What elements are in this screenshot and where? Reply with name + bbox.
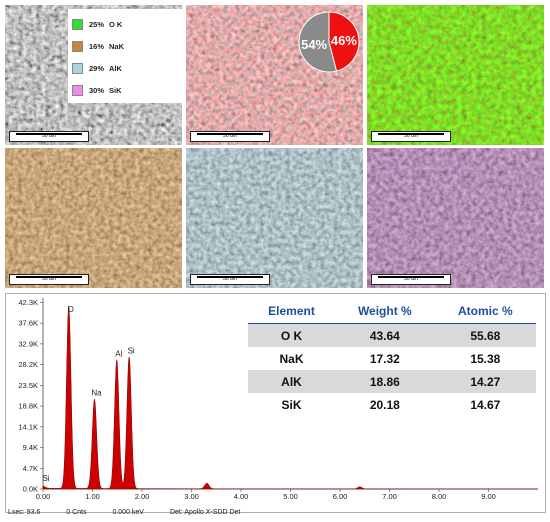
pie-slice-label: 54% bbox=[301, 37, 327, 52]
legend-element: SiK bbox=[109, 85, 122, 95]
aluminum-map-tile: 50 um bbox=[186, 148, 363, 288]
y-tick-label: 18.8K bbox=[18, 402, 38, 411]
table-header-row: Element Weight % Atomic % bbox=[248, 299, 536, 324]
cell-element: O K bbox=[248, 323, 335, 347]
scale-bar: 50 um bbox=[371, 131, 451, 142]
cell-atomic: 14.67 bbox=[470, 397, 501, 412]
table-row: AlK 18.86 14.27 bbox=[248, 370, 536, 393]
counts-readout: 0 Cnts bbox=[66, 509, 87, 516]
y-tick-label: 23.5K bbox=[18, 381, 38, 390]
aluminum-texture bbox=[186, 148, 363, 288]
legend-element: AlK bbox=[109, 63, 122, 73]
peak-label: Si bbox=[128, 346, 135, 355]
legend-item: 30% SiK bbox=[72, 79, 182, 101]
column-header-atomic: Atomic % bbox=[434, 299, 536, 324]
legend-element: O K bbox=[109, 19, 123, 29]
table-row: NaK 17.32 15.38 bbox=[248, 347, 536, 370]
kev-readout: 0.000 keV bbox=[112, 509, 144, 516]
spectrum-area bbox=[42, 305, 539, 490]
pie-slice bbox=[298, 11, 338, 73]
peak-label: Al bbox=[115, 349, 122, 358]
cell-element: AlK bbox=[248, 370, 335, 393]
legend-swatch bbox=[72, 40, 83, 52]
pie-slice bbox=[328, 11, 360, 72]
scale-bar: 50 um bbox=[371, 274, 451, 285]
legend-item: 16% NaK bbox=[72, 35, 182, 57]
cell-atomic: 55.68 bbox=[434, 323, 536, 347]
scale-bar: 50 um bbox=[9, 131, 89, 142]
lsec-readout: Lsec: 93.6 bbox=[8, 509, 41, 516]
x-tick-label: 1.00 bbox=[85, 492, 100, 501]
x-tick-label: 9.00 bbox=[481, 492, 496, 501]
oxygen-texture bbox=[367, 5, 544, 145]
electron-image-tile: 25% O K 16% NaK 29% AlK 30% SiK 50 um bbox=[5, 5, 182, 145]
y-tick-label: 0.0K bbox=[23, 485, 38, 494]
status-footer: Lsec: 93.6 0 Cnts 0.000 keV Det: Apollo … bbox=[8, 509, 264, 516]
column-header-element: Element bbox=[248, 299, 335, 324]
peak-label: O bbox=[68, 305, 74, 314]
cell-atomic: 15.38 bbox=[470, 351, 501, 366]
table-row: O K 43.64 55.68 bbox=[248, 323, 536, 347]
y-tick-label: 14.1K bbox=[18, 422, 38, 431]
oxygen-map-tile: 50 um bbox=[367, 5, 544, 145]
scale-bar: 50 um bbox=[190, 131, 270, 142]
cell-weight: 18.86 bbox=[335, 370, 435, 393]
legend-swatch bbox=[72, 18, 83, 30]
x-tick-label: 4.00 bbox=[234, 492, 249, 501]
x-tick-label: 7.00 bbox=[382, 492, 397, 501]
x-tick-label: 2.00 bbox=[135, 492, 150, 501]
element-legend: 25% O K 16% NaK 29% AlK 30% SiK bbox=[68, 9, 182, 103]
legend-element: NaK bbox=[109, 41, 125, 51]
legend-item: 25% O K bbox=[72, 13, 182, 35]
y-tick-label: 4.7K bbox=[23, 464, 38, 473]
legend-percent: 30% bbox=[89, 85, 105, 95]
cell-element: NaK bbox=[279, 351, 304, 366]
x-tick-label: 5.00 bbox=[283, 492, 298, 501]
legend-swatch bbox=[72, 84, 83, 96]
composition-table: Element Weight % Atomic % O K 43.64 55.6… bbox=[248, 299, 536, 416]
y-tick-label: 28.2K bbox=[18, 360, 38, 369]
scale-bar: 50 um bbox=[9, 274, 89, 285]
y-tick-label: 9.4K bbox=[23, 443, 38, 452]
legend-swatch bbox=[72, 62, 83, 74]
column-header-weight: Weight % bbox=[335, 299, 435, 324]
legend-percent: 16% bbox=[89, 41, 105, 51]
peak-label: Si bbox=[42, 474, 49, 483]
x-tick-label: 8.00 bbox=[432, 492, 447, 501]
legend-percent: 29% bbox=[89, 63, 105, 73]
cell-atomic: 14.27 bbox=[434, 370, 536, 393]
y-tick-label: 37.6K bbox=[18, 319, 38, 328]
scale-bar: 50 um bbox=[190, 274, 270, 285]
cell-weight: 43.64 bbox=[335, 323, 435, 347]
y-tick-label: 32.9K bbox=[18, 339, 38, 348]
cell-weight: 17.32 bbox=[369, 351, 400, 366]
sodium-texture bbox=[5, 148, 182, 288]
detector-readout: Det: Apollo X-SDD Det bbox=[169, 509, 241, 516]
legend-item: 29% AlK bbox=[72, 57, 182, 79]
x-tick-label: 6.00 bbox=[333, 492, 348, 501]
table-row: SiK 20.18 14.67 bbox=[248, 393, 536, 416]
peak-label: Na bbox=[91, 389, 102, 398]
x-tick-label: 3.00 bbox=[184, 492, 199, 501]
cell-weight: 20.18 bbox=[369, 397, 400, 412]
sodium-map-tile: 50 um bbox=[5, 148, 182, 288]
cell-element: SiK bbox=[281, 397, 302, 412]
x-tick-label: 0.00 bbox=[36, 492, 51, 501]
silicon-map-tile: 50 um bbox=[367, 148, 544, 288]
silicon-texture bbox=[367, 148, 544, 288]
composition-pie-chart: 46% 54% bbox=[298, 11, 360, 73]
legend-percent: 25% bbox=[89, 19, 105, 29]
pie-slice-label: 46% bbox=[331, 33, 357, 48]
y-tick-label: 42.3K bbox=[18, 298, 38, 307]
